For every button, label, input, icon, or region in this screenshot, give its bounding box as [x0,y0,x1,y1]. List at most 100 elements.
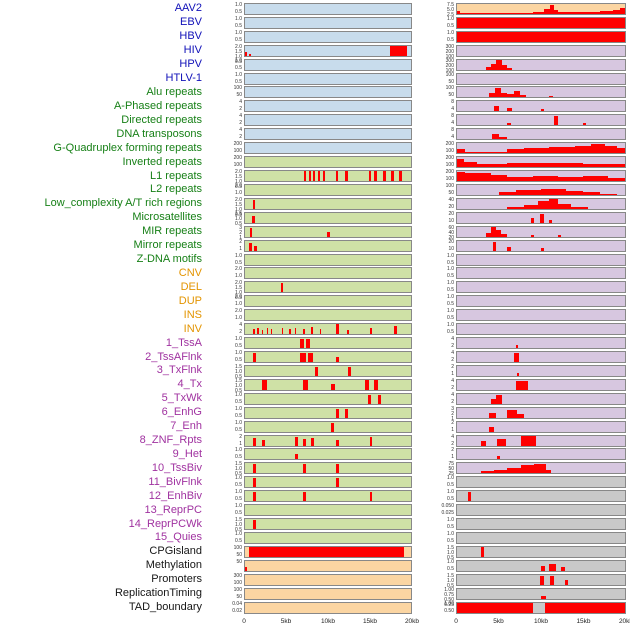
y-axis-ticks-left: 1.0 0.5 [206,252,244,266]
y-tick-label: 2 [451,384,454,391]
y-tick-label: 100 [445,67,454,74]
track-panel-right [456,476,626,489]
y-tick-label: 20 [448,203,454,210]
signal-bar [299,352,307,362]
y-tick-label: 2 [239,134,242,141]
track-row: 4_Tx 1.5 1.0 0.5 4 2 [0,378,630,393]
signal-bar [303,171,307,182]
x-axis-left-panel: 0 5kb 10kb 15kb 20kb [242,616,419,628]
y-tick-label: 4 [451,134,454,141]
track-panel-left [244,16,412,29]
y-axis-ticks-left: 0.04 0.02 [206,601,244,614]
track-row: 13_ReprPC 1.0 0.5 0.050 0.025 [0,503,630,517]
y-axis-ticks-right: 100 50 [412,86,456,98]
x-axis-right-panel: 0 5kb 10kb 15kb 20kb [454,616,630,628]
track-panel-left [244,100,412,113]
track-panel-left [244,183,412,196]
y-tick-label: 1.00 [444,586,454,593]
track-panel-right [456,545,626,558]
signal-bar [336,357,339,362]
y-axis-ticks-left: 2.0 1.0 [206,183,244,196]
y-axis-ticks-left: 2.0 1.5 1.0 0.5 [206,44,244,64]
signal-bar [318,171,321,182]
track-panel-right [456,30,626,43]
signal-bar [467,492,472,502]
signal-bar [481,547,485,557]
y-tick-label: 2 [451,419,454,426]
signal-bar [565,579,568,585]
signal-bar [457,31,625,42]
y-tick-label: 1.0 [235,252,242,259]
track-label: 14_ReprPCWk [128,517,202,530]
signal-bar [465,152,508,154]
track-panel-left [244,434,412,447]
signal-bar [540,213,544,223]
track-panel-left [244,30,412,43]
y-axis-ticks-left: 1.0 0.5 [206,2,244,15]
y-tick-label: 4 [451,391,454,398]
signal-bar [477,163,508,168]
signal-bar [368,171,371,182]
track-panel-right [456,490,626,503]
y-tick-label: 0.5 [447,565,454,572]
track-row: 12_EnhBiv 1.0 0.5 1.0 0.5 [0,489,630,503]
track-row: G-Quadruplex forming repeats 200 100 200 100 [0,141,630,155]
track-panel-left [244,364,412,377]
y-tick-label: 200 [445,155,454,162]
signal-bar [507,246,511,251]
y-tick-label: 1.5 [235,210,242,217]
track-row: Mirror repeats 2 1 20 10 [0,239,630,253]
track-panel-left [244,518,412,531]
track-label: Alu repeats [146,85,202,98]
track-row: 10_TssBiv 1.5 1.0 0.5 75 50 25 [0,461,630,477]
y-tick-label: 2 [451,363,454,370]
track-panel-left [244,44,412,57]
track-panel-right [456,44,626,57]
y-tick-label: 50 [236,558,242,565]
signal-bar [497,439,506,446]
signal-bar [591,144,605,154]
signal-bar [252,199,256,209]
track-row: CNV 2.0 1.0 1.0 0.5 [0,267,630,281]
signal-bar [364,380,370,390]
track-row: 1_TssA 1.0 0.5 4 2 [0,336,630,350]
signal-bar [514,352,520,362]
x-tick-label: 0 [454,617,458,625]
signal-bar [549,96,553,98]
signal-bar [460,12,508,14]
y-axis-ticks-left: 1.0 0.5 [206,531,244,544]
y-tick-label: 100 [233,586,242,593]
y-tick-label: 1.0 [235,301,242,308]
signal-bar [549,563,557,571]
y-tick-label: 1.5 [235,48,242,55]
signal-bar [514,91,520,98]
signal-bar [367,394,371,404]
track-row: 7_Enh 1.0 0.5 2 1 [0,420,630,434]
y-axis-ticks-right: 40 20 [412,197,456,210]
track-panel-left [244,239,412,252]
track-row: AAV2 1.0 0.5 7.5 5.0 2.5 [0,2,630,17]
y-tick-label: 0.5 [447,496,454,503]
y-tick-label: 1.0 [447,577,454,584]
track-panel-right [456,295,626,308]
track-panel-left [244,197,412,210]
y-axis-ticks-left: 300 100 [206,573,244,586]
y-tick-label: 200 [445,62,454,69]
signal-bar [253,478,257,488]
signal-bar [303,380,309,390]
y-axis-ticks-right: 100 50 [412,183,456,196]
signal-bar [257,328,260,335]
signal-bar [336,324,340,335]
x-tick-label: 20kb [618,617,630,625]
y-tick-label: 1.0 [235,368,242,375]
signal-bar [245,567,247,571]
y-tick-label: 1.0 [447,280,454,287]
signal-bar [299,338,304,349]
track-panel-left [244,211,412,224]
y-axis-ticks-left: 1.5 1.0 0.5 [206,518,244,533]
track-row: 9_Het 1.0 0.5 2 1 [0,448,630,462]
